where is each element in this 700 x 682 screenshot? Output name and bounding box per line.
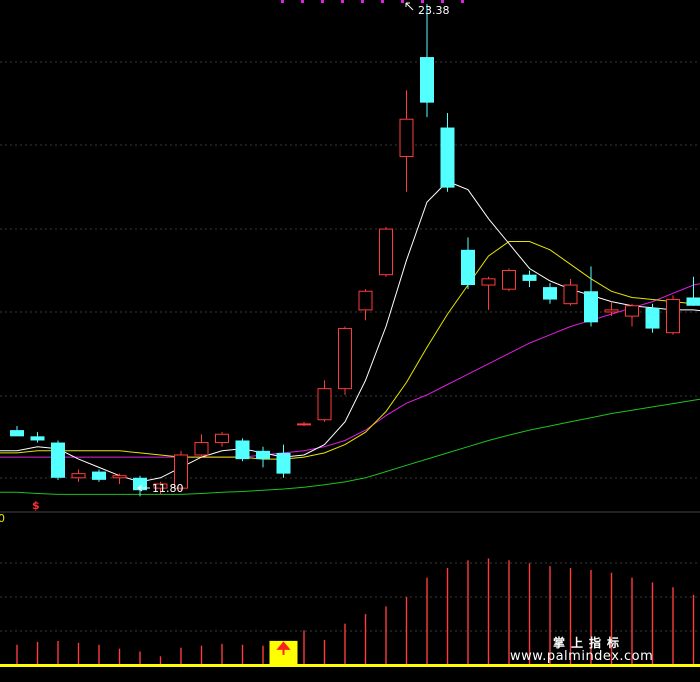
candle <box>215 432 229 447</box>
candle <box>92 469 106 482</box>
candle-body <box>174 454 188 489</box>
candle-body <box>71 473 86 479</box>
candle-body <box>235 440 250 460</box>
candle <box>338 326 352 395</box>
candle-body <box>502 270 516 290</box>
candle <box>481 276 496 310</box>
signal-arrow-icon <box>276 641 291 655</box>
candle <box>625 303 639 327</box>
top-dot <box>361 0 364 3</box>
candle <box>276 444 291 478</box>
high-price-label: 23.38 <box>418 4 450 17</box>
candle-body <box>461 249 475 286</box>
candle <box>256 446 270 468</box>
candle-body <box>358 290 373 311</box>
candle <box>51 440 65 480</box>
ma-yellow-line <box>0 241 700 460</box>
candle <box>420 4 434 118</box>
low-price-label: 11.80 <box>152 482 184 495</box>
candle <box>235 438 250 462</box>
candle <box>317 380 332 422</box>
candle-body <box>686 297 700 306</box>
top-dot <box>381 0 384 3</box>
candle <box>30 432 45 443</box>
candle-body <box>51 442 65 478</box>
candle <box>604 301 619 317</box>
candle-body <box>604 309 619 313</box>
candle <box>174 450 188 491</box>
candle-body <box>276 452 291 474</box>
candle-body <box>256 450 270 460</box>
top-dot <box>321 0 324 3</box>
candle <box>645 303 660 333</box>
candle-body <box>666 299 680 334</box>
candle <box>10 425 24 437</box>
candles <box>10 4 700 497</box>
candle-body <box>625 305 639 317</box>
candle-body <box>297 423 311 426</box>
high-arrow-icon <box>405 2 414 11</box>
candle <box>543 282 557 304</box>
watermark-chinese: 掌上指标 <box>553 636 626 650</box>
ma-green-line <box>0 396 700 495</box>
candle <box>358 289 373 321</box>
candle-body <box>563 284 578 305</box>
candle-body <box>481 278 496 286</box>
candle-body <box>10 430 24 437</box>
candle <box>112 473 127 484</box>
candle-body <box>584 291 598 323</box>
candle-body <box>440 127 455 188</box>
candle <box>399 90 414 192</box>
candle <box>522 270 537 288</box>
candle <box>686 276 700 306</box>
top-dot <box>461 0 464 3</box>
candle-body <box>92 471 106 480</box>
candle-body <box>112 475 127 479</box>
signal-dollar-mark: $ <box>32 499 40 512</box>
candle-body <box>379 228 393 276</box>
candle <box>584 266 598 327</box>
candle <box>502 268 516 292</box>
sub-indicator-pane <box>0 558 700 667</box>
candle-body <box>338 328 352 390</box>
candle <box>153 481 168 495</box>
top-dot <box>301 0 304 3</box>
candle <box>440 113 455 192</box>
candle <box>461 237 475 290</box>
top-dot <box>281 0 284 3</box>
candle-body <box>30 436 45 441</box>
candle <box>194 434 209 458</box>
annotations: 23.38 11.80 $ 0 <box>0 2 450 525</box>
top-dot <box>341 0 344 3</box>
candle <box>379 227 393 277</box>
top-dot <box>441 0 444 3</box>
candle-body <box>194 442 209 456</box>
candle-body <box>645 307 660 329</box>
candle-body <box>133 477 147 491</box>
sub-baseline <box>0 664 700 667</box>
candle <box>563 278 578 306</box>
candle-body <box>420 57 434 103</box>
candle-body <box>215 433 229 444</box>
top-dotted-marker <box>281 0 464 3</box>
candle <box>666 295 680 335</box>
top-dot <box>421 0 424 3</box>
sub-axis-zero-label: 0 <box>0 512 5 525</box>
grid-lines <box>0 61 700 632</box>
top-dot <box>401 0 404 3</box>
candle-body <box>399 118 414 158</box>
low-arrow-icon <box>137 484 150 492</box>
watermark-url: www.palmindex.com <box>510 649 654 664</box>
candle-body <box>522 274 537 281</box>
candle-body <box>153 483 168 489</box>
candle-body <box>317 388 332 421</box>
candle <box>71 469 86 482</box>
candle <box>297 421 311 426</box>
candle-body <box>543 287 557 300</box>
